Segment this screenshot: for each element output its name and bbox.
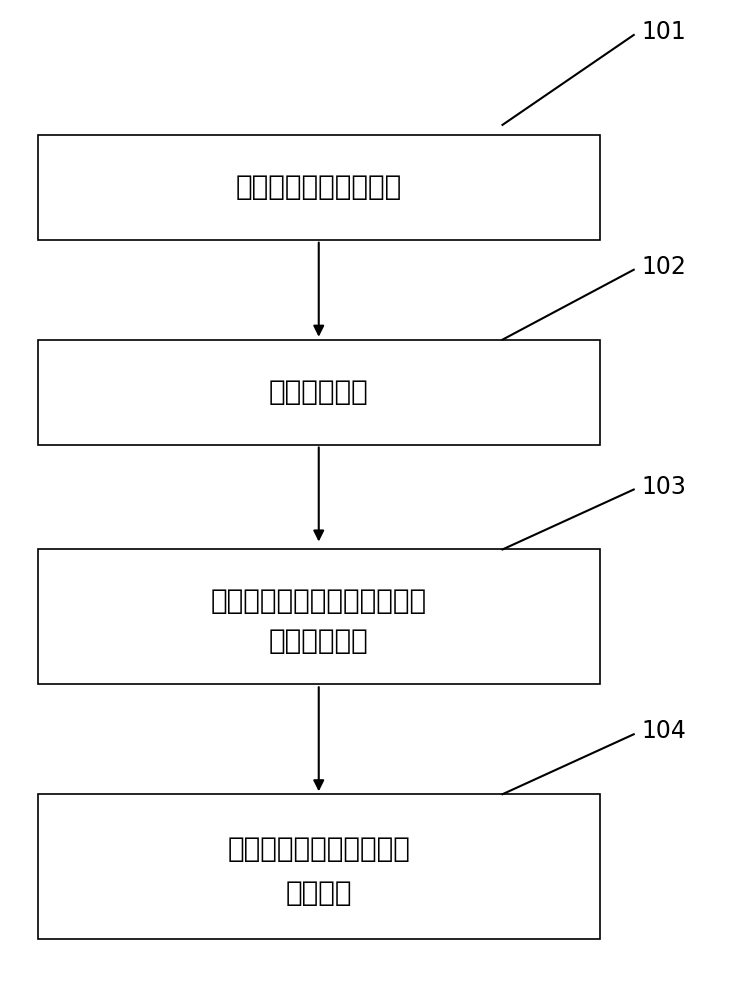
Text: 判断复合半径探测时间: 判断复合半径探测时间 [236, 173, 402, 202]
Text: 103: 103 [641, 475, 686, 499]
Text: 计算复合半径: 计算复合半径 [268, 378, 369, 407]
Text: 计算径向复合型储层测试: 计算径向复合型储层测试 [227, 835, 410, 863]
Text: 计算复合半径以外的区域微分: 计算复合半径以外的区域微分 [211, 586, 427, 614]
Text: 101: 101 [641, 20, 686, 44]
Bar [38, 794, 600, 939]
Bar [38, 549, 600, 684]
Text: 单元探测距离: 单元探测距离 [268, 627, 369, 655]
Text: 探测半径: 探测半径 [286, 879, 352, 907]
Text: 104: 104 [641, 719, 686, 743]
Bar [38, 135, 600, 240]
Text: 102: 102 [641, 255, 686, 279]
Bar [38, 340, 600, 445]
